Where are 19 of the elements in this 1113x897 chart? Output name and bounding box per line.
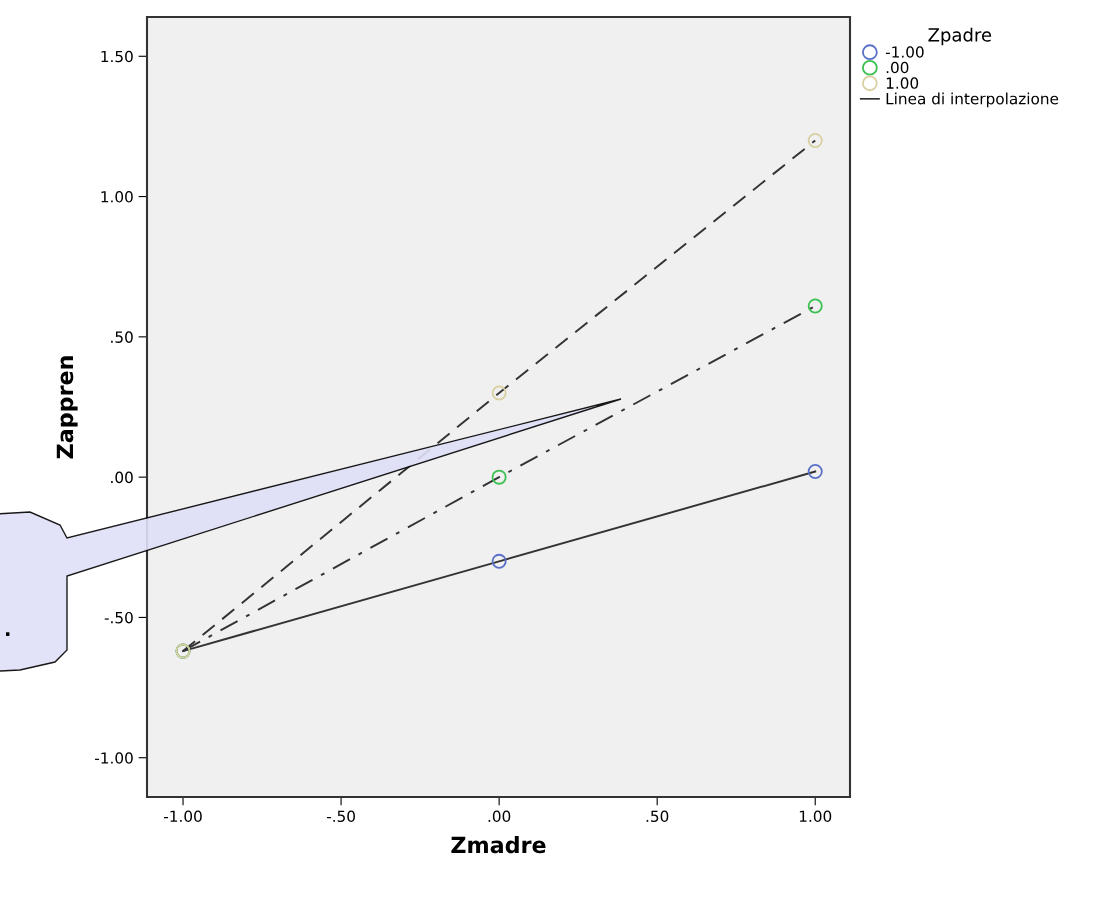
legend-label: 1.00 xyxy=(886,77,919,89)
y-tick-label: -1.00 xyxy=(95,752,133,764)
x-axis-title: Zmadre xyxy=(451,836,546,854)
legend-label: Linea di interpolazione xyxy=(886,92,1059,108)
text: . xyxy=(5,632,10,636)
x-tick-label: -.50 xyxy=(326,810,355,823)
x-tick-label: -1.00 xyxy=(164,810,202,823)
y-tick-label: -.50 xyxy=(104,611,133,624)
y-tick-label: 1.50 xyxy=(101,50,133,63)
legend-label: .00 xyxy=(886,61,909,74)
y-tick-label: .50 xyxy=(111,331,133,343)
y-tick-label: .00 xyxy=(111,471,133,484)
y-tick-label: 1.00 xyxy=(101,191,133,203)
x-tick-label: .50 xyxy=(646,810,669,823)
legend-title: Zpadre xyxy=(928,27,992,46)
legend-label: -1.00 xyxy=(885,46,924,58)
y-axis-title: Zappren xyxy=(56,356,78,459)
x-tick-label: .00 xyxy=(488,810,511,823)
x-tick-label: 1.00 xyxy=(799,810,832,823)
